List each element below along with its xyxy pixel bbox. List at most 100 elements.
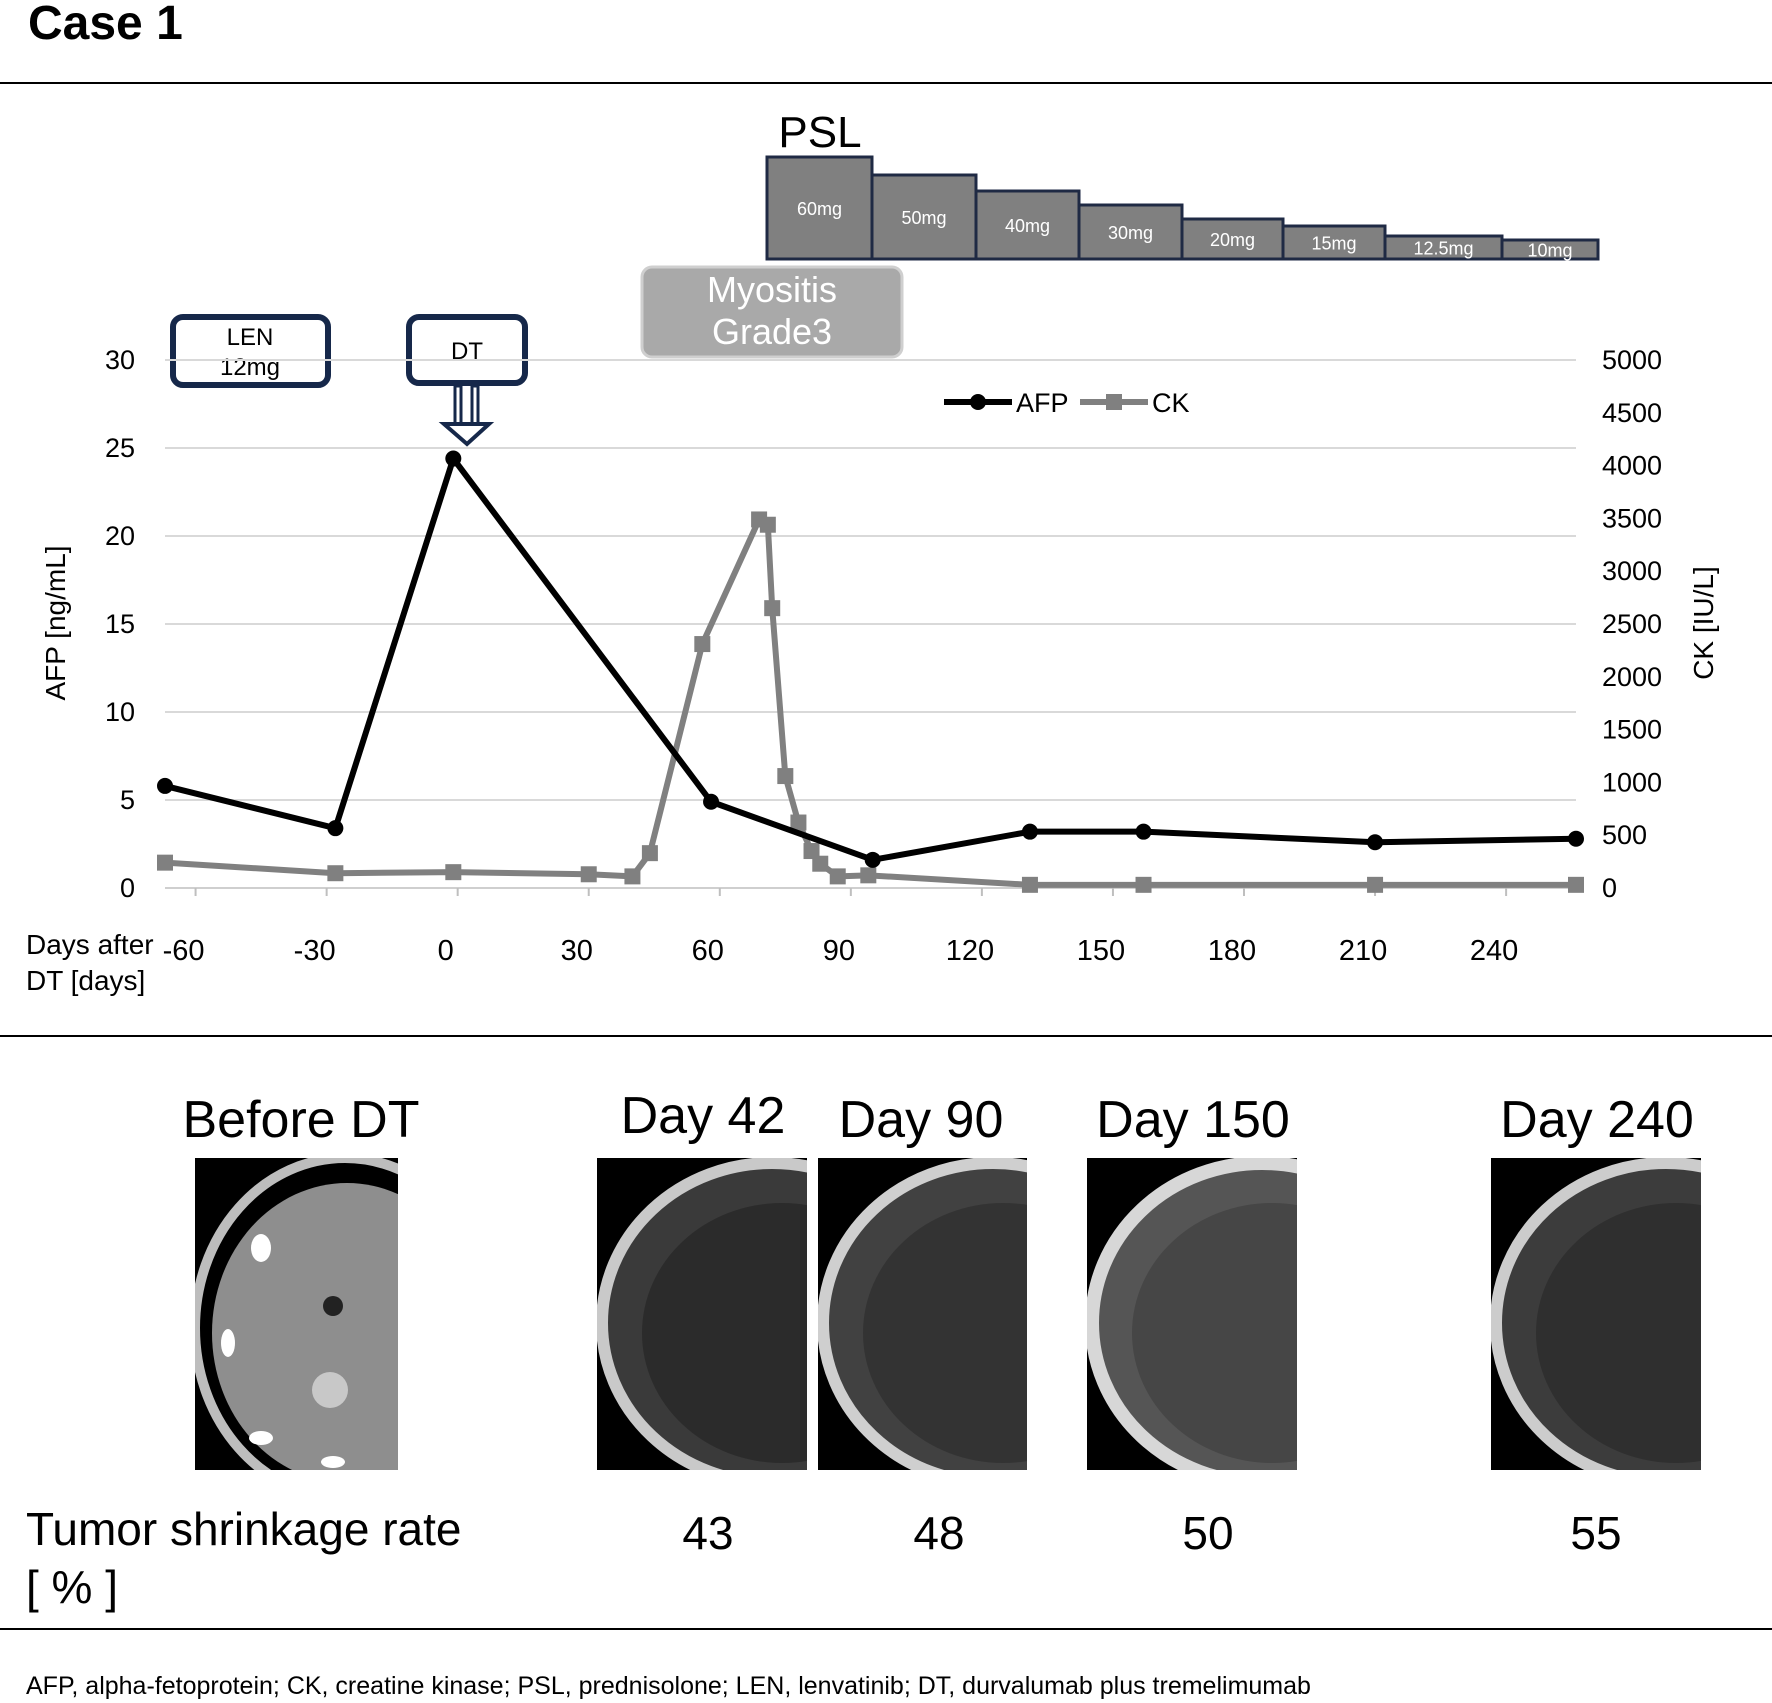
- afp-point-1: [327, 820, 344, 837]
- psl-step-3: [974, 189, 1081, 261]
- afp-point-0: [157, 777, 173, 794]
- psl-dose-label-7: 12.5mg: [1413, 239, 1473, 259]
- x-tick-label-8: 180: [1208, 935, 1256, 967]
- shrinkage-label-line-1: Tumor shrinkage rate: [26, 1503, 462, 1555]
- ck-point-11: [790, 814, 807, 831]
- y-left-tick-15: 15: [105, 609, 135, 639]
- psl-dose-label-5: 20mg: [1210, 230, 1255, 250]
- len-line-2: 12mg: [220, 354, 280, 381]
- len-annotation: LEN 12mg: [170, 314, 331, 388]
- x-axis: -60 -30 0 30 60 90 120 150 180 210 240: [163, 888, 1518, 967]
- shrinkage-value-day-42: 43: [682, 1507, 734, 1559]
- x-axis-title-line-2: DT [days]: [26, 965, 145, 996]
- figure-title: Case 1: [28, 0, 183, 50]
- x-tick-label-7: 150: [1077, 935, 1125, 967]
- shrinkage-value-day-150: 50: [1182, 1507, 1234, 1559]
- psl-dose-label-8: 10mg: [1527, 241, 1572, 261]
- x-tick-label-0: -60: [163, 935, 205, 967]
- afp-point-4: [864, 851, 881, 868]
- y-right-tick-500: 500: [1602, 820, 1647, 850]
- shrinkage-label-line-2: [ % ]: [26, 1561, 119, 1613]
- mri-scan-day-150: [1087, 1158, 1297, 1470]
- len-line-1: LEN: [227, 324, 274, 351]
- afp-point-7: [1367, 834, 1384, 851]
- afp-point-8: [1568, 830, 1584, 847]
- top-rule: [0, 82, 1772, 84]
- ck-point-2: [445, 864, 462, 881]
- legend-afp-marker: [970, 394, 986, 410]
- mri-scan-day-240: [1491, 1158, 1701, 1470]
- y-right-tick-2500: 2500: [1602, 609, 1662, 639]
- y-right-tick-4500: 4500: [1602, 398, 1662, 428]
- ck-point-13: [812, 855, 829, 872]
- shrinkage-label: Tumor shrinkage rate [ % ]: [26, 1500, 461, 1616]
- myositis-line-1: Myositis: [707, 269, 837, 310]
- image-label-day-42: Day 42: [620, 1087, 786, 1145]
- x-tick-label-1: -30: [294, 935, 336, 967]
- y-right-tick-5000: 5000: [1602, 345, 1662, 375]
- psl-steps: 60mg 50mg 40mg 30mg 20mg 15mg 12.5mg 10mg: [765, 155, 1600, 261]
- ck-point-3: [580, 866, 597, 883]
- y-right-tick-3000: 3000: [1602, 556, 1662, 586]
- psl-step-1: [765, 155, 874, 261]
- middle-rule: [0, 1035, 1772, 1037]
- psl-label: PSL: [778, 108, 861, 157]
- y-left-tick-5: 5: [120, 785, 135, 815]
- image-label-day-240: Day 240: [1500, 1091, 1694, 1149]
- chart-series: [157, 450, 1584, 893]
- afp-point-3: [703, 793, 720, 810]
- ck-point-9: [764, 600, 781, 617]
- psl-dose-label-1: 60mg: [797, 199, 842, 219]
- y-left-axis-title: AFP [ng/mL]: [40, 545, 71, 700]
- dt-annotation: DT: [406, 314, 528, 447]
- chart-gridlines: [165, 359, 1576, 889]
- ck-point-18: [1367, 876, 1384, 893]
- y-right-tick-3500: 3500: [1602, 503, 1662, 533]
- ck-point-16: [1021, 876, 1038, 893]
- shrinkage-value-day-240: 55: [1570, 1507, 1622, 1559]
- y-left-tick-30: 30: [105, 345, 135, 375]
- y-right-tick-1500: 1500: [1602, 715, 1662, 745]
- y-right-tick-1000: 1000: [1602, 767, 1662, 797]
- footnote: AFP, alpha-fetoprotein; CK, creatine kin…: [26, 1672, 1311, 1700]
- y-right-axis-title: CK [IU/L]: [1688, 566, 1719, 680]
- ck-point-10: [777, 768, 794, 785]
- y-right-tick-0: 0: [1602, 873, 1617, 903]
- myositis-line-2: Grade3: [712, 311, 832, 352]
- legend-afp-label: AFP: [1016, 388, 1069, 418]
- ck-point-0: [157, 854, 173, 871]
- ck-point-12: [803, 843, 820, 860]
- x-tick-label-2: 0: [438, 935, 454, 967]
- psl-step-4: [1077, 203, 1184, 261]
- psl-step-6: [1281, 224, 1387, 261]
- ct-scan-before-dt: [195, 1158, 398, 1470]
- afp-point-6: [1135, 823, 1152, 840]
- afp-point-2: [445, 450, 462, 467]
- legend-ck-label: CK: [1152, 388, 1190, 418]
- psl-dose-label-6: 15mg: [1311, 234, 1356, 254]
- ck-point-4: [624, 868, 641, 885]
- x-tick-label-10: 240: [1470, 935, 1518, 967]
- y-left-tick-25: 25: [105, 433, 135, 463]
- ck-point-8: [759, 516, 776, 533]
- ck-point-14: [829, 868, 846, 885]
- shrinkage-value-day-90: 48: [913, 1507, 965, 1559]
- ck-point-17: [1135, 876, 1152, 893]
- image-label-day-150: Day 150: [1096, 1091, 1290, 1149]
- x-tick-label-4: 60: [692, 935, 724, 967]
- psl-dose-label-2: 50mg: [901, 208, 946, 228]
- ck-point-15: [860, 867, 877, 884]
- psl-dose-label-3: 40mg: [1005, 216, 1050, 236]
- dt-arrow-icon: [438, 384, 495, 447]
- y-left-tick-20: 20: [105, 521, 135, 551]
- x-tick-label-6: 120: [946, 935, 994, 967]
- image-label-day-90: Day 90: [838, 1091, 1004, 1149]
- mri-scan-day-42: [597, 1158, 807, 1470]
- ck-point-19: [1568, 876, 1584, 893]
- x-tick-label-9: 210: [1339, 935, 1387, 967]
- mri-scan-day-90: [818, 1158, 1027, 1470]
- x-axis-title-line-1: Days after: [26, 929, 154, 960]
- psl-dose-label-4: 30mg: [1108, 223, 1153, 243]
- afp-point-5: [1021, 823, 1038, 840]
- y-right-tick-4000: 4000: [1602, 451, 1662, 481]
